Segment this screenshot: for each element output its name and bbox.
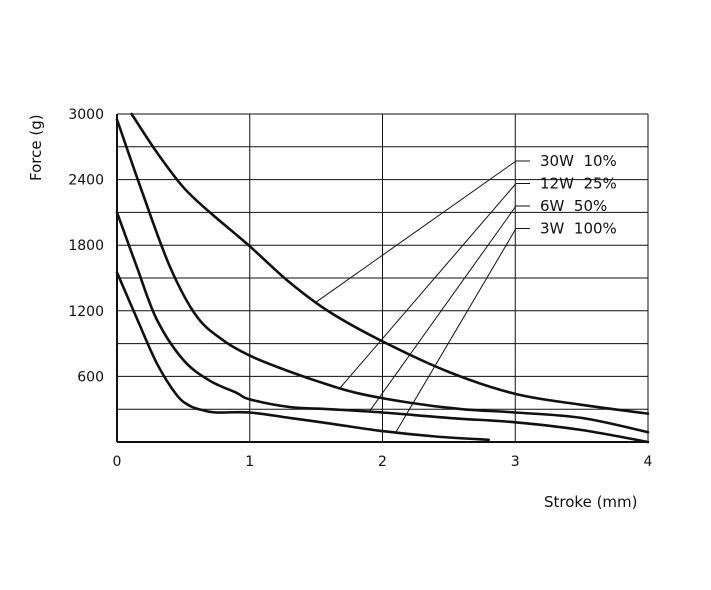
axes — [116, 114, 648, 443]
x-tick-label: 1 — [245, 454, 254, 470]
legend: 30W 10% 12W 25% 6W 50% 3W 100% — [540, 152, 617, 238]
series-lines — [115, 112, 650, 444]
x-tick-label: 0 — [113, 454, 122, 470]
legend-leader-line — [315, 160, 517, 303]
legend-leader-line — [368, 205, 517, 412]
legend-entry: 6W 50% — [540, 197, 607, 215]
series-line — [115, 118, 650, 434]
y-axis-label: Force (g) — [27, 114, 45, 181]
legend-entry: 3W 100% — [540, 220, 617, 238]
y-tick-label: 3000 — [68, 107, 104, 123]
legend-entry: 30W 10% — [540, 152, 617, 170]
series-line — [115, 211, 650, 444]
y-tick-label: 1800 — [68, 238, 104, 254]
legend-leader-line — [339, 183, 517, 389]
series-line — [115, 271, 490, 442]
y-tick-label: 600 — [77, 369, 104, 385]
legend-leader-lines — [315, 160, 530, 433]
y-tick-label: 1200 — [68, 304, 104, 320]
legend-entry: 12W 25% — [540, 175, 617, 193]
x-tick-label: 3 — [511, 454, 520, 470]
series-line — [130, 112, 650, 415]
tick-labels: 0 1 2 3 4 600 1200 1800 2400 3000 — [68, 107, 652, 470]
x-axis-label: Stroke (mm) — [544, 493, 638, 511]
x-tick-label: 4 — [644, 454, 653, 470]
y-tick-label: 2400 — [68, 173, 104, 189]
legend-leader-line — [395, 228, 517, 433]
x-tick-label: 2 — [378, 454, 387, 470]
